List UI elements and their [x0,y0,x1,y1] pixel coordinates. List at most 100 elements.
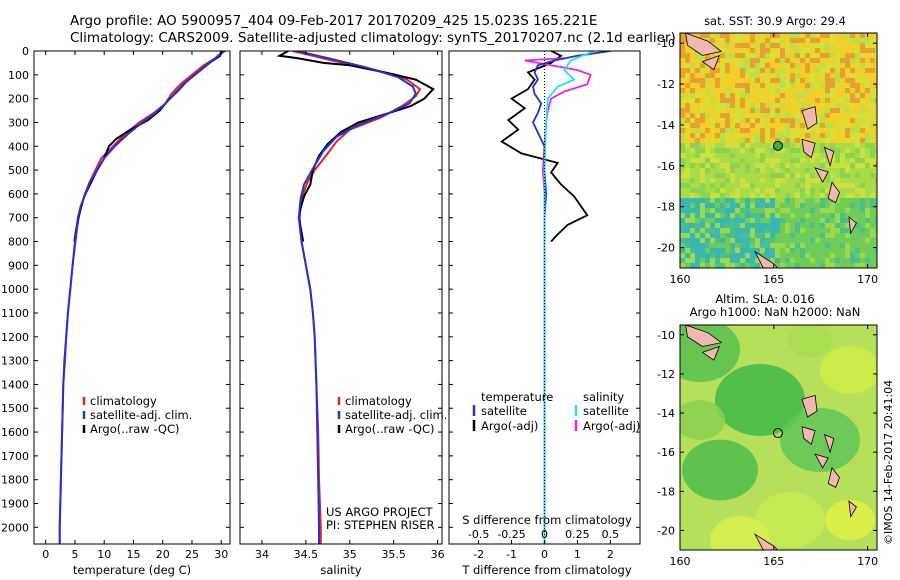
sst-cell [800,53,805,58]
sst-cell [855,73,860,78]
sst-cell [820,188,825,193]
sst-cell [715,118,720,123]
sst-cell [775,173,780,178]
sla-float-marker [772,428,783,439]
sst-cell [710,253,715,258]
sst-cell [685,113,690,118]
sst-cell [860,123,865,128]
sst-cell [755,163,760,168]
sst-cell [865,88,870,93]
sst-cell [790,128,795,133]
sst-cell [790,178,795,183]
sst-cell [735,153,740,158]
sst-cell [715,258,720,263]
sst-cell [825,168,830,173]
island-landmass [848,500,857,518]
sst-cell [775,218,780,223]
sst-cell [820,113,825,118]
sst-cell [820,68,825,73]
sst-cell [680,173,685,178]
sst-cell [835,153,840,158]
sst-cell [710,133,715,138]
sst-cell [750,253,755,258]
sst-cell [700,148,705,153]
depth-tick-label: 800 [8,236,29,249]
sst-cell [700,188,705,193]
sst-cell [845,48,850,53]
sst-cell [735,68,740,73]
sst-cell [755,48,760,53]
sst-cell [695,173,700,178]
sst-cell [795,38,800,43]
sst-cell [735,173,740,178]
sst-cell [730,178,735,183]
sst-cell [795,188,800,193]
sst-cell [725,113,730,118]
sst-cell [840,183,845,188]
sst-cell [785,158,790,163]
sst-cell [870,178,875,183]
sst-cell [845,73,850,78]
island-landmass [801,394,818,418]
sst-cell [760,103,765,108]
sst-cell [870,248,875,253]
sst-cell [830,93,835,98]
sst-cell [830,133,835,138]
sst-cell [810,98,815,103]
sst-cell [735,248,740,253]
sst-cell [825,93,830,98]
sst-cell [865,148,870,153]
sst-cell [825,108,830,113]
sst-cell [845,128,850,133]
sst-cell [800,148,805,153]
sst-cell [720,43,725,48]
temperature-legend: climatology satellite-adj. clim. Argo(..… [82,394,192,436]
sst-cell [715,233,720,238]
sst-cell [800,98,805,103]
sst-cell [825,178,830,183]
sst-cell [740,148,745,153]
sst-cell [725,103,730,108]
sst-cell [700,73,705,78]
sst-cell [795,78,800,83]
sst-cell [700,33,705,38]
sla-map-xtick-label: 165 [763,555,784,568]
sst-cell [740,53,745,58]
sst-cell [820,43,825,48]
sst-cell [715,38,720,43]
sst-cell [695,53,700,58]
sst-cell [845,63,850,68]
sst-cell [685,238,690,243]
sst-cell [835,33,840,38]
sst-cell [715,188,720,193]
sst-cell [695,233,700,238]
difference-s-tick-label: 0.5 [602,528,620,541]
sst-cell [745,138,750,143]
sst-cell [805,168,810,173]
sst-cell [770,253,775,258]
sst-cell [820,78,825,83]
sst-cell [825,113,830,118]
sst-cell [755,193,760,198]
sst-cell [850,53,855,58]
sst-cell [865,168,870,173]
sst-cell [745,183,750,188]
sst-cell [680,198,685,203]
sst-cell [780,243,785,248]
sst-cell [810,138,815,143]
sst-cell [775,228,780,233]
sst-cell [680,113,685,118]
depth-tick-label: 0 [22,45,29,58]
sst-cell [815,243,820,248]
sst-cell [820,108,825,113]
sst-cell [855,103,860,108]
sla-anomaly-patch [788,325,832,358]
sst-cell [705,178,710,183]
sst-cell [815,68,820,73]
sst-cell [775,178,780,183]
sst-cell [730,258,735,263]
temperature-xtick-label: 10 [97,548,111,561]
sst-cell [745,153,750,158]
sst-cell [840,168,845,173]
sst-cell [840,173,845,178]
